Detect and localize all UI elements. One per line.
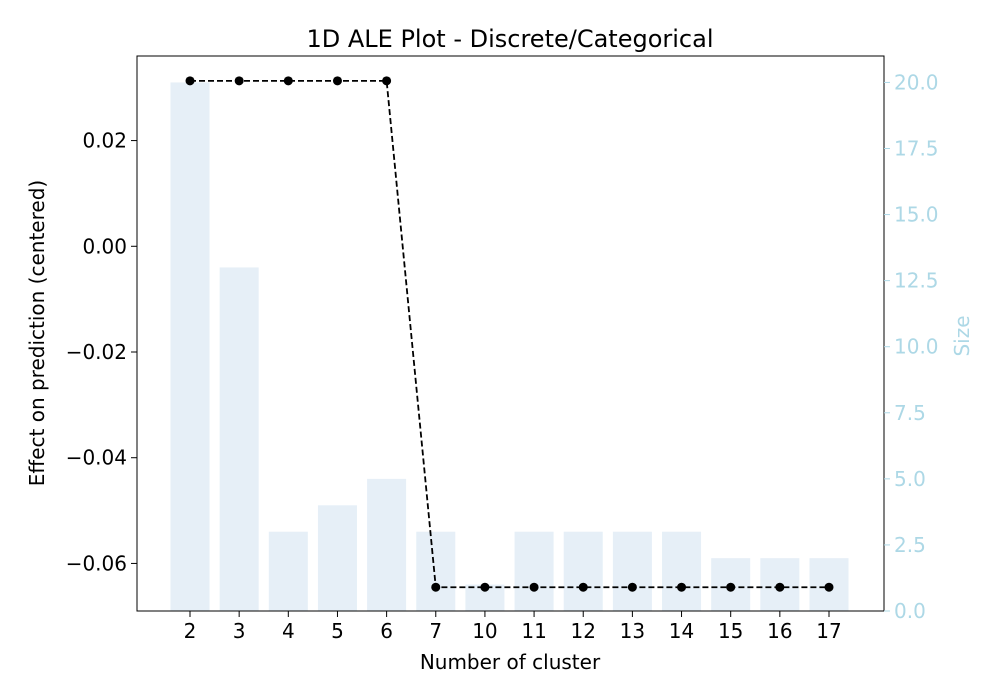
x-tick-label: 5 — [331, 619, 344, 643]
ale-effect-point-13 — [627, 582, 637, 592]
y2-tick-label: 10.0 — [894, 335, 939, 359]
line-layer — [185, 76, 834, 592]
x-tick-label: 17 — [816, 619, 841, 643]
y2-tick-label: 15.0 — [894, 203, 939, 227]
ale-effect-point-4 — [283, 76, 293, 86]
size-bar-3 — [219, 267, 259, 611]
x-tick-label: 14 — [669, 619, 694, 643]
y-tick-label: −0.02 — [66, 340, 127, 364]
ale-effect-line — [190, 79, 829, 589]
size-bar-13 — [612, 531, 652, 611]
ale-effect-point-14 — [677, 582, 687, 592]
y-tick-label: −0.06 — [66, 551, 127, 575]
y2-tick-label: 2.5 — [894, 533, 926, 557]
ale-effect-point-2 — [185, 76, 195, 86]
ale-effect-point-5 — [332, 76, 342, 86]
x-tick-label: 7 — [429, 619, 442, 643]
ale-effect-point-15 — [726, 582, 736, 592]
size-bar-4 — [268, 531, 308, 611]
x-tick-label: 4 — [282, 619, 295, 643]
y-tick-label: 0.00 — [82, 234, 127, 258]
x-axis: 2 3 4 5 6 7 10 11 12 13 14 15 16 17 — [184, 611, 842, 643]
chart-title: 1D ALE Plot - Discrete/Categorical — [307, 25, 714, 53]
y-tick-label: −0.04 — [66, 446, 127, 470]
size-bar-5 — [317, 505, 357, 611]
ale-effect-point-7 — [431, 582, 441, 592]
ale-effect-point-17 — [824, 582, 834, 592]
y2-tick-label: 17.5 — [894, 137, 939, 161]
y2-tick-label: 0.0 — [894, 599, 926, 623]
y2-axis-title: Size — [950, 315, 974, 356]
size-bar-14 — [662, 531, 702, 611]
size-bar-12 — [563, 531, 603, 611]
x-tick-label: 15 — [718, 619, 743, 643]
right-axis: 0.0 2.5 5.0 7.5 10.0 12.5 15.0 17.5 20.0 — [884, 70, 939, 623]
ale-effect-point-6 — [382, 76, 392, 86]
size-bar-11 — [514, 531, 554, 611]
y2-tick-label: 20.0 — [894, 70, 939, 94]
bars-layer — [170, 82, 849, 611]
ale-effect-point-10 — [480, 582, 490, 592]
x-tick-label: 16 — [767, 619, 792, 643]
plot-frame — [136, 55, 885, 612]
left-axis: 0.02 0.00 −0.02 −0.04 −0.06 — [66, 129, 137, 575]
size-bar-2 — [170, 82, 210, 611]
y2-tick-label: 12.5 — [894, 269, 939, 293]
x-tick-label: 11 — [521, 619, 546, 643]
x-tick-label: 10 — [472, 619, 497, 643]
x-tick-label: 3 — [233, 619, 246, 643]
x-axis-title: Number of cluster — [420, 650, 601, 674]
x-tick-label: 6 — [380, 619, 393, 643]
x-tick-label: 13 — [620, 619, 645, 643]
x-tick-label: 2 — [184, 619, 197, 643]
x-tick-label: 12 — [571, 619, 596, 643]
size-bar-6 — [367, 478, 407, 611]
ale-effect-point-3 — [234, 76, 244, 86]
y2-tick-label: 5.0 — [894, 467, 926, 491]
y2-tick-label: 7.5 — [894, 401, 926, 425]
ale-effect-point-11 — [529, 582, 539, 592]
y-tick-label: 0.02 — [82, 129, 127, 153]
y-axis-title: Effect on prediction (centered) — [25, 180, 49, 486]
ale-effect-point-12 — [578, 582, 588, 592]
size-bar-7 — [416, 531, 456, 611]
ale-effect-point-16 — [775, 582, 785, 592]
